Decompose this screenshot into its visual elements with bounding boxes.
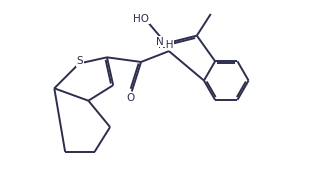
Text: O: O <box>126 93 134 103</box>
Text: NH: NH <box>158 40 174 50</box>
Text: HO: HO <box>133 14 149 24</box>
Text: S: S <box>76 56 83 66</box>
Text: N: N <box>156 37 164 47</box>
